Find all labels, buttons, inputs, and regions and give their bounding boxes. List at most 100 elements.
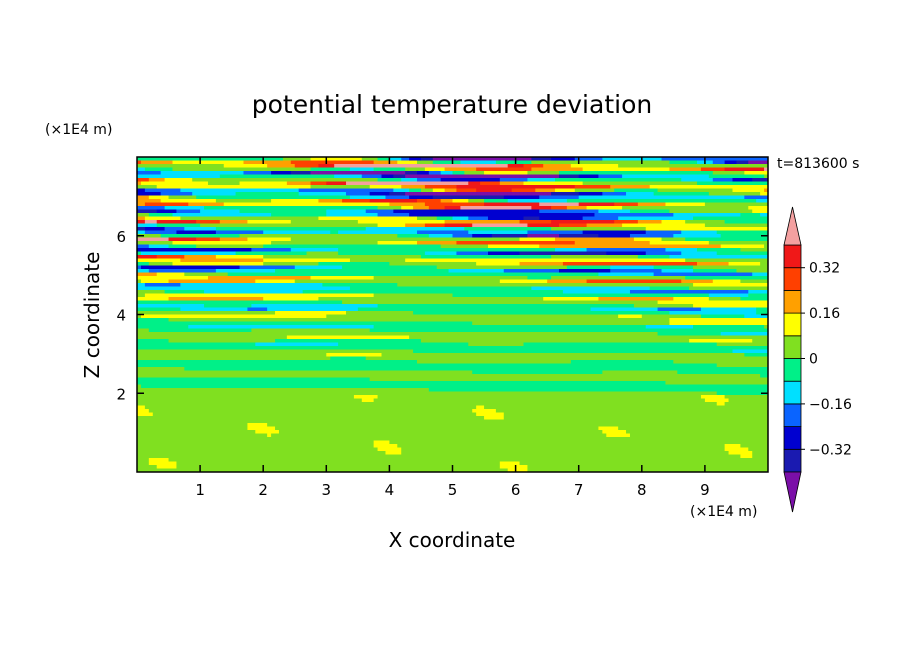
field-cell	[760, 164, 765, 169]
field-cell	[365, 188, 371, 193]
field-cell	[622, 185, 627, 190]
field-cell	[263, 227, 268, 232]
field-cell	[697, 230, 702, 235]
field-cell	[259, 237, 264, 242]
field-cell	[365, 237, 371, 242]
field-cell	[223, 199, 229, 204]
field-cell	[338, 174, 343, 179]
field-cell	[263, 258, 268, 263]
field-cell	[369, 251, 375, 256]
field-cell	[689, 202, 694, 207]
field-cell	[235, 223, 241, 228]
field-cell	[669, 248, 674, 253]
field-cell	[156, 160, 162, 165]
field-cell	[184, 237, 189, 242]
field-cell	[480, 164, 485, 169]
field-cell	[712, 251, 718, 256]
field-cell	[720, 216, 726, 221]
field-cell	[641, 178, 647, 183]
field-cell	[432, 171, 438, 176]
field-cell	[535, 202, 540, 207]
field-cell	[310, 202, 316, 207]
field-cell	[578, 174, 584, 179]
field-cell	[685, 157, 690, 162]
field-cell	[641, 223, 647, 228]
field-cell	[673, 237, 678, 242]
field-cell	[385, 244, 390, 249]
field-cell	[468, 216, 473, 221]
field-cell	[728, 195, 734, 200]
field-cell	[255, 199, 260, 204]
field-cell	[704, 234, 710, 239]
field-cell	[302, 209, 308, 214]
field-cell	[428, 181, 434, 186]
field-cell	[164, 178, 170, 183]
field-cell	[152, 195, 158, 200]
field-cell	[428, 244, 434, 249]
field-cell	[752, 167, 757, 172]
field-cell	[440, 188, 446, 193]
field-cell	[626, 202, 631, 207]
field-cell	[527, 185, 532, 190]
field-cell	[180, 216, 185, 221]
field-cell	[275, 171, 280, 176]
field-cell	[413, 251, 418, 256]
field-cell	[353, 164, 359, 169]
field-cell	[243, 188, 249, 193]
field-cell	[160, 192, 166, 197]
field-cell	[223, 258, 229, 263]
field-cell	[629, 258, 635, 263]
field-cell	[278, 206, 284, 211]
field-cell	[381, 195, 387, 200]
field-cell	[188, 223, 193, 228]
field-cell	[251, 188, 256, 193]
field-cell	[468, 262, 473, 267]
field-cell	[590, 199, 596, 204]
field-cell	[752, 185, 757, 190]
field-cell	[732, 199, 738, 204]
field-cell	[653, 230, 659, 235]
field-cell	[196, 220, 201, 225]
field-cell	[417, 234, 422, 239]
field-cell	[732, 181, 738, 186]
field-cell	[322, 178, 327, 183]
field-cell	[302, 213, 308, 218]
field-cell	[728, 220, 734, 225]
field-cell	[204, 234, 209, 239]
field-cell	[527, 167, 532, 172]
field-cell	[697, 244, 702, 249]
field-cell	[697, 262, 702, 267]
field-cell	[484, 209, 489, 214]
field-cell	[180, 188, 185, 193]
field-cell	[764, 188, 768, 193]
field-cell	[748, 181, 753, 186]
field-cell	[259, 185, 264, 190]
field-cell	[535, 164, 540, 169]
field-cell	[681, 213, 686, 218]
field-cell	[219, 251, 225, 256]
field-cell	[349, 262, 355, 267]
field-cell	[235, 202, 241, 207]
field-cell	[448, 227, 454, 232]
field-cell	[377, 188, 383, 193]
field-cell	[259, 199, 264, 204]
field-cell	[346, 251, 351, 256]
field-cell	[282, 171, 288, 176]
field-cell	[472, 213, 477, 218]
field-cell	[523, 160, 529, 165]
field-cell	[697, 237, 702, 242]
field-cell	[732, 255, 738, 260]
field-cell	[586, 160, 592, 165]
field-cell	[491, 220, 497, 225]
field-cell	[740, 234, 745, 239]
field-cell	[428, 206, 434, 211]
field-cell	[476, 234, 481, 239]
field-cell	[748, 255, 753, 260]
field-cell	[543, 223, 548, 228]
field-cell	[393, 185, 398, 190]
field-cell	[468, 209, 473, 214]
field-cell	[618, 174, 623, 179]
field-cell	[409, 216, 414, 221]
field-cell	[188, 188, 193, 193]
field-cell	[211, 213, 217, 218]
